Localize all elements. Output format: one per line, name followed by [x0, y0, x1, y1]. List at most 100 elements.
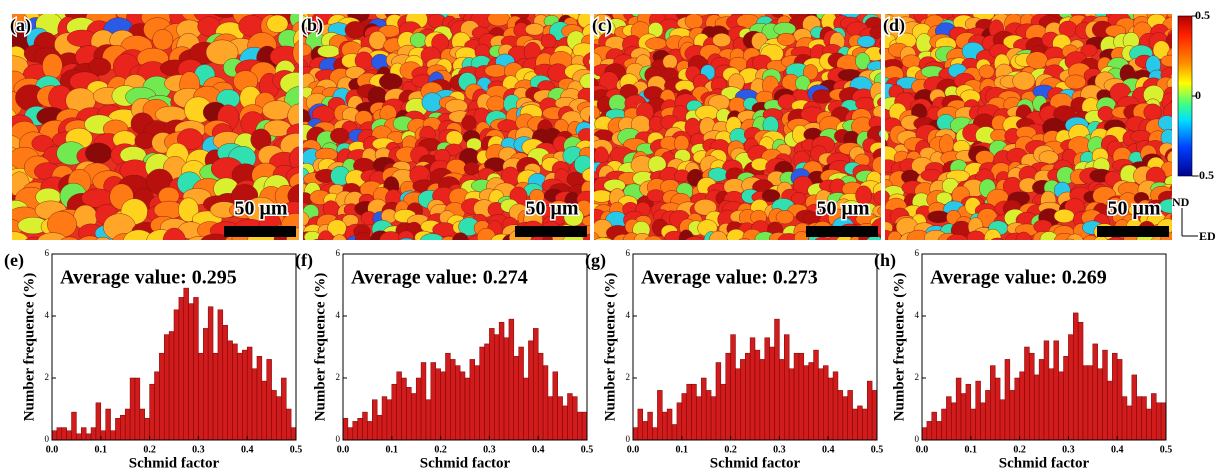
grain [1012, 71, 1036, 91]
grain [578, 128, 590, 142]
bar [866, 380, 873, 441]
y-tick-label: 6 [915, 248, 920, 258]
bar [95, 402, 102, 441]
grain [205, 39, 239, 65]
grain [313, 238, 325, 240]
grain [486, 95, 506, 112]
x-tick-label: 0.3 [483, 444, 496, 455]
grain [1039, 242, 1059, 257]
grain [684, 14, 704, 29]
grain [588, 58, 590, 66]
y-tick-label: 2 [626, 372, 631, 382]
bar [990, 365, 996, 441]
bar [237, 352, 243, 441]
grain [946, 234, 969, 240]
bar [1033, 374, 1040, 441]
bar [715, 362, 722, 441]
bar [788, 368, 795, 441]
grain [712, 33, 732, 48]
bar [1155, 402, 1162, 441]
chart-title: Average value: 0.295 [60, 267, 237, 289]
bar [159, 352, 165, 441]
grain [880, 61, 881, 70]
grain [738, 238, 750, 240]
bar [960, 393, 967, 441]
grain [540, 33, 557, 49]
grain [37, 232, 68, 240]
grain [360, 246, 378, 258]
bar [720, 383, 726, 441]
grain [646, 241, 661, 260]
bar [1058, 371, 1064, 441]
panel-label: (e) [4, 250, 24, 271]
grain [1171, 0, 1192, 17]
grain [1014, 191, 1030, 205]
bar [1121, 396, 1128, 441]
chart-title: Average value: 0.274 [351, 267, 528, 289]
bar [537, 352, 544, 441]
grain [1170, 242, 1193, 255]
bar [965, 383, 972, 441]
grain [368, 31, 387, 50]
bar [246, 346, 253, 441]
bar [149, 383, 155, 441]
grain [330, 127, 350, 144]
grain [708, 14, 715, 15]
bar [173, 309, 180, 441]
x-tick-label: 0.1 [965, 444, 978, 455]
bar [1029, 352, 1035, 441]
grain [836, 235, 853, 240]
grain [582, 52, 590, 69]
bar [1131, 374, 1137, 441]
bar [676, 402, 683, 441]
grain [901, 54, 921, 69]
grain [417, 14, 431, 16]
bar [759, 359, 766, 441]
bar [735, 368, 741, 441]
grain [693, 199, 717, 216]
grain [1026, 51, 1048, 70]
bar [632, 427, 639, 441]
bar [1073, 312, 1079, 441]
grain [452, 232, 469, 240]
x-tick-label: 0.1 [676, 444, 689, 455]
bar [464, 377, 471, 441]
bar [657, 390, 663, 441]
y-axis-label: Number frequence (%) [21, 273, 37, 422]
bar [474, 365, 480, 441]
grain [344, 21, 367, 39]
bar [1107, 380, 1113, 441]
panel-label: (b) [301, 15, 323, 36]
grain [88, 57, 112, 76]
bar [847, 390, 853, 441]
grain [441, 236, 457, 240]
bar [281, 377, 287, 441]
bar [376, 414, 383, 441]
scale-bar [1097, 226, 1169, 237]
scale-bar [515, 226, 587, 237]
bar [832, 371, 839, 441]
grain [879, 39, 881, 48]
x-tick-label: 0.3 [773, 444, 786, 455]
grain [1064, 238, 1075, 240]
scale-bar-label: 50 μm [526, 198, 579, 220]
bar [852, 408, 858, 441]
bar [871, 390, 878, 441]
bar [454, 365, 461, 441]
grain [287, 103, 299, 129]
bar [793, 352, 800, 441]
bar [1097, 368, 1103, 441]
bar [406, 387, 412, 441]
y-tick-label: 0 [915, 434, 920, 444]
grain [873, 190, 881, 205]
bar [222, 325, 228, 441]
grain [972, 14, 985, 16]
bar [498, 321, 505, 441]
bar [1146, 408, 1152, 441]
grain [85, 142, 112, 164]
bar [774, 318, 780, 441]
scale-bar [806, 226, 878, 237]
bar [547, 396, 554, 441]
bar [1082, 365, 1089, 441]
bar [779, 359, 785, 441]
